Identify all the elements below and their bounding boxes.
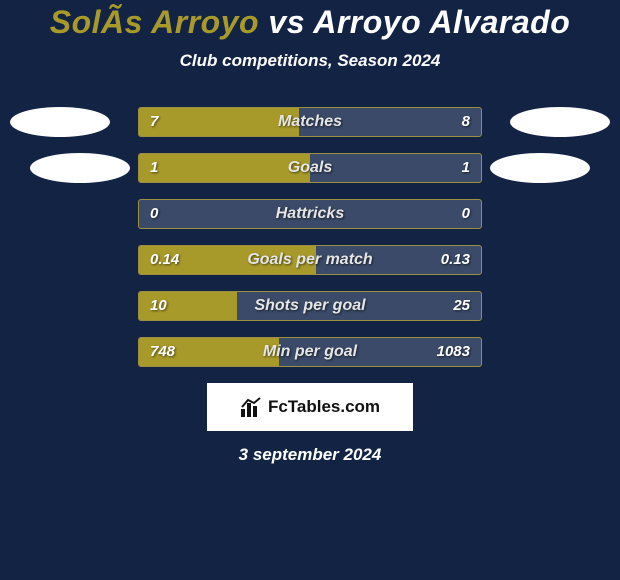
player1-pill xyxy=(30,153,130,183)
comparison-infographic: SolÃ­s Arroyo vs Arroyo Alvarado Club co… xyxy=(0,0,620,580)
stat-row: 7481083Min per goal xyxy=(0,337,620,367)
stat-value-right: 1 xyxy=(462,153,470,183)
stat-value-right: 8 xyxy=(462,107,470,137)
player2-name: Arroyo Alvarado xyxy=(313,4,570,40)
stat-value-right: 0 xyxy=(462,199,470,229)
stat-bar-track xyxy=(138,199,482,229)
stat-bar-track xyxy=(138,153,482,183)
stat-value-right: 0.13 xyxy=(441,245,470,275)
stat-value-left: 1 xyxy=(150,153,158,183)
stat-bar-track xyxy=(138,337,482,367)
stat-row: 78Matches xyxy=(0,107,620,137)
stat-value-left: 10 xyxy=(150,291,167,321)
date-label: 3 september 2024 xyxy=(0,445,620,465)
stat-bar-left xyxy=(139,154,310,182)
stat-value-right: 1083 xyxy=(437,337,470,367)
stat-value-left: 0 xyxy=(150,199,158,229)
stat-row: 00Hattricks xyxy=(0,199,620,229)
bar-chart-icon xyxy=(240,397,262,417)
stat-row: 1025Shots per goal xyxy=(0,291,620,321)
stat-row: 0.140.13Goals per match xyxy=(0,245,620,275)
brand-badge: FcTables.com xyxy=(207,383,413,431)
subtitle: Club competitions, Season 2024 xyxy=(0,51,620,71)
title-vs: vs xyxy=(268,4,305,40)
stat-value-left: 0.14 xyxy=(150,245,179,275)
player2-pill xyxy=(490,153,590,183)
stat-bar-track xyxy=(138,291,482,321)
stat-bar-track xyxy=(138,245,482,275)
stat-value-left: 748 xyxy=(150,337,175,367)
stat-value-right: 25 xyxy=(453,291,470,321)
brand-text: FcTables.com xyxy=(268,397,380,417)
stat-bar-left xyxy=(139,108,299,136)
stat-bar-track xyxy=(138,107,482,137)
page-title: SolÃ­s Arroyo vs Arroyo Alvarado xyxy=(0,4,620,41)
stat-value-left: 7 xyxy=(150,107,158,137)
player1-pill xyxy=(10,107,110,137)
stat-rows-container: 78Matches11Goals00Hattricks0.140.13Goals… xyxy=(0,107,620,367)
player1-name: SolÃ­s Arroyo xyxy=(50,4,259,40)
player2-pill xyxy=(510,107,610,137)
stat-row: 11Goals xyxy=(0,153,620,183)
